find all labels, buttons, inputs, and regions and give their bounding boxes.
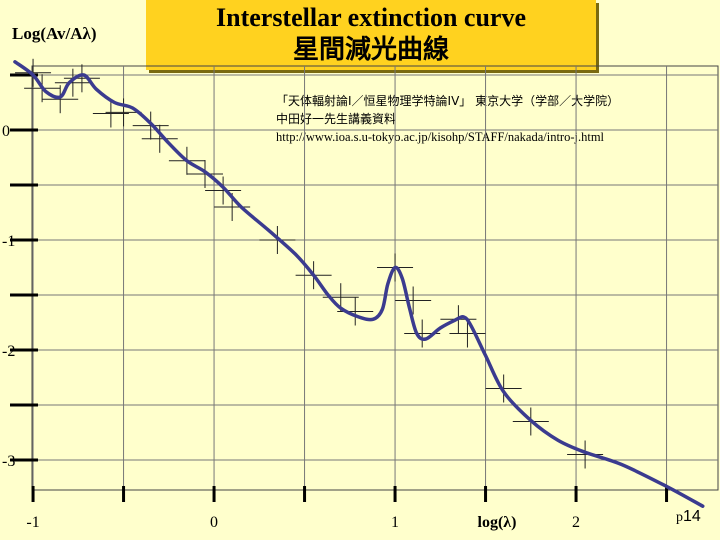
page-number: p14 bbox=[676, 508, 701, 526]
x-axis-title: log(λ) bbox=[478, 514, 517, 531]
credit-line-url: http://www.ioa.s.u-tokyo.ac.jp/kisohp/ST… bbox=[276, 130, 605, 144]
credit-line-course: 「天体輻射論I／恒星物理学特論IV」 東京大学（学部／大学院） bbox=[276, 94, 620, 108]
y-axis-title: Log(Av/Aλ) bbox=[12, 24, 97, 43]
chart-title: Interstellar extinction curve bbox=[216, 3, 526, 32]
y-tick-label: -2 bbox=[2, 343, 15, 360]
title-box: Interstellar extinction curve 星間減光曲線 bbox=[146, 0, 596, 70]
x-tick-label: 0 bbox=[210, 514, 218, 531]
y-tick-label: 0 bbox=[2, 123, 10, 140]
chart-title-japanese: 星間減光曲線 bbox=[292, 35, 449, 65]
credit-text: 「天体輻射論I／恒星物理学特論IV」 東京大学（学部／大学院） 中田好一先生講義… bbox=[276, 92, 619, 146]
y-tick-label: -3 bbox=[2, 453, 15, 470]
x-tick-label: 2 bbox=[572, 514, 580, 531]
credit-line-lecturer: 中田好一先生講義資料 bbox=[276, 112, 397, 126]
x-tick-label: -1 bbox=[26, 514, 39, 531]
extinction-curve-line bbox=[13, 60, 705, 508]
y-tick-label: -1 bbox=[2, 233, 15, 250]
x-tick-label: 1 bbox=[391, 514, 399, 531]
page-number-prefix: p bbox=[676, 510, 683, 525]
plot-frame bbox=[31, 65, 719, 491]
page-number-value: 14 bbox=[683, 508, 701, 525]
